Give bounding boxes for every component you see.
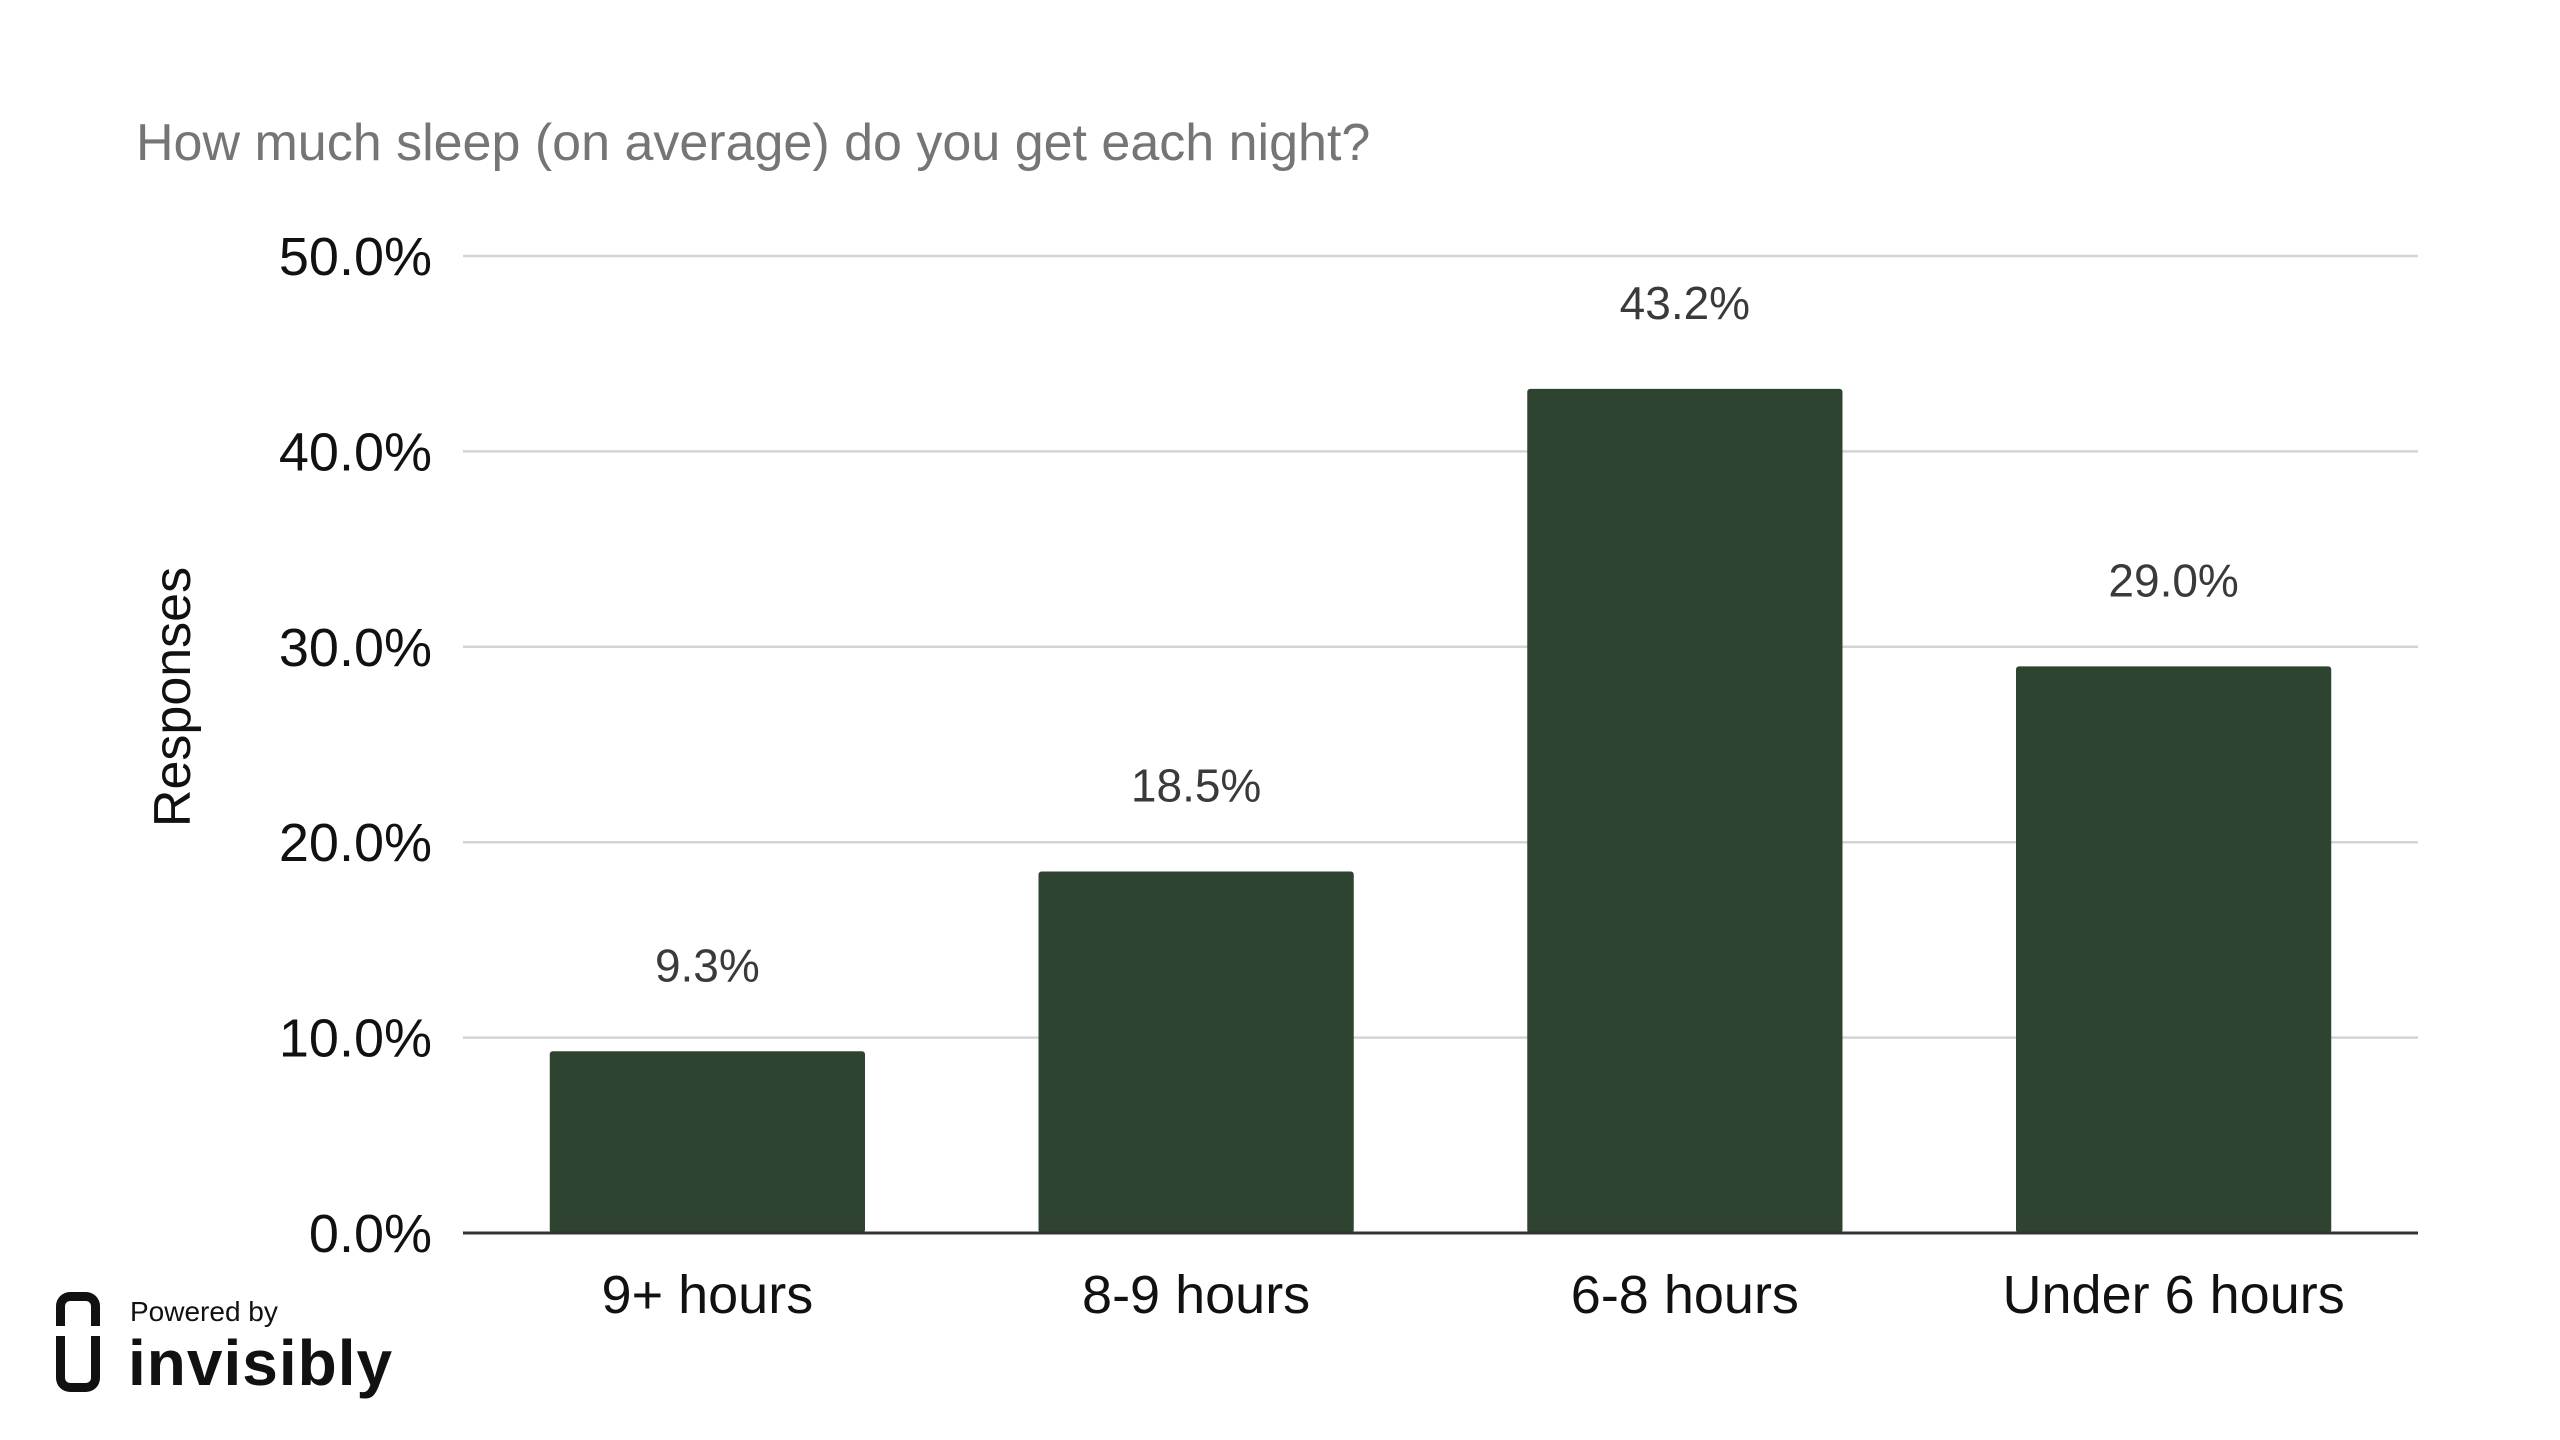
x-tick-label: Under 6 hours — [2003, 1265, 2345, 1325]
y-tick-label: 0.0% — [309, 1204, 432, 1264]
bar — [549, 1051, 865, 1233]
y-tick-label: 40.0% — [279, 422, 432, 482]
powered-by-invisibly: Powered by invisibly — [56, 1282, 396, 1402]
data-label: 29.0% — [2108, 554, 2238, 606]
chart-title: How much sleep (on average) do you get e… — [136, 114, 1370, 172]
brand-name: invisibly — [128, 1327, 394, 1399]
y-axis-title: Responses — [144, 567, 202, 827]
data-label: 9.3% — [655, 939, 760, 991]
x-tick-label: 6-8 hours — [1571, 1265, 1799, 1325]
bar — [1038, 871, 1354, 1233]
invisibly-logo-icon — [56, 1292, 100, 1392]
bars — [549, 388, 2332, 1233]
data-label: 43.2% — [1620, 277, 1750, 329]
x-tick-label: 9+ hours — [602, 1265, 814, 1325]
y-tick-label: 50.0% — [279, 227, 432, 287]
x-tick-label: 8-9 hours — [1082, 1265, 1310, 1325]
y-axis-ticks: 0.0% 10.0% 20.0% 30.0% 40.0% 50.0% — [279, 227, 432, 1264]
powered-by-label: Powered by — [130, 1296, 278, 1327]
bar — [1527, 388, 1843, 1233]
x-axis-ticks: 9+ hours 8-9 hours 6-8 hours Under 6 hours — [602, 1265, 2345, 1325]
data-label: 18.5% — [1131, 760, 1261, 812]
y-tick-label: 10.0% — [279, 1009, 432, 1069]
bar — [2016, 666, 2332, 1233]
data-labels: 9.3% 18.5% 43.2% 29.0% — [655, 277, 2239, 991]
y-tick-label: 30.0% — [279, 618, 432, 678]
y-tick-label: 20.0% — [279, 813, 432, 873]
